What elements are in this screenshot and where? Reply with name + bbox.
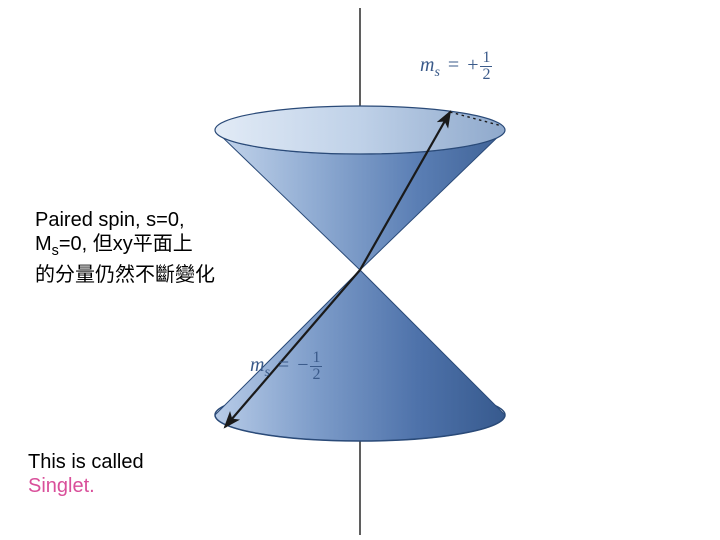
ms-plus-half-label: ms = +12 xyxy=(420,50,492,83)
singlet-line-1: This is called xyxy=(28,450,144,474)
fraction-half: 12 xyxy=(480,50,492,83)
sub-s: s xyxy=(264,365,269,380)
equals: = xyxy=(275,354,292,376)
singlet-line-2: Singlet. xyxy=(28,474,144,498)
diagram-stage: ms = +12 ms = −12 Paired spin, s=0, Ms=0… xyxy=(0,0,720,540)
var-m: m xyxy=(250,354,264,376)
fraction-half: 12 xyxy=(310,350,322,383)
var-m: m xyxy=(420,54,434,76)
caption-line-3: 的分量仍然不斷變化 xyxy=(35,263,215,287)
ms-minus-half-label: ms = −12 xyxy=(250,350,322,383)
top-cone-disk xyxy=(215,106,505,154)
singlet-caption: This is called Singlet. xyxy=(28,450,144,498)
paired-spin-caption: Paired spin, s=0, Ms=0, 但xy平面上 的分量仍然不斷變化 xyxy=(35,208,215,287)
equals: = xyxy=(445,54,462,76)
minus-sign: − xyxy=(297,354,308,376)
caption-line-2: Ms=0, 但xy平面上 xyxy=(35,232,215,263)
sub-s: s xyxy=(434,65,439,80)
plus-sign: + xyxy=(467,54,478,76)
caption-line-1: Paired spin, s=0, xyxy=(35,208,215,232)
